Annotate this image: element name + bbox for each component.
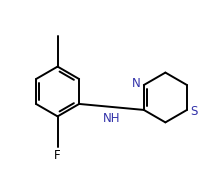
- Text: NH: NH: [103, 112, 120, 125]
- Text: N: N: [131, 77, 140, 90]
- Text: S: S: [190, 105, 198, 118]
- Text: F: F: [54, 149, 61, 162]
